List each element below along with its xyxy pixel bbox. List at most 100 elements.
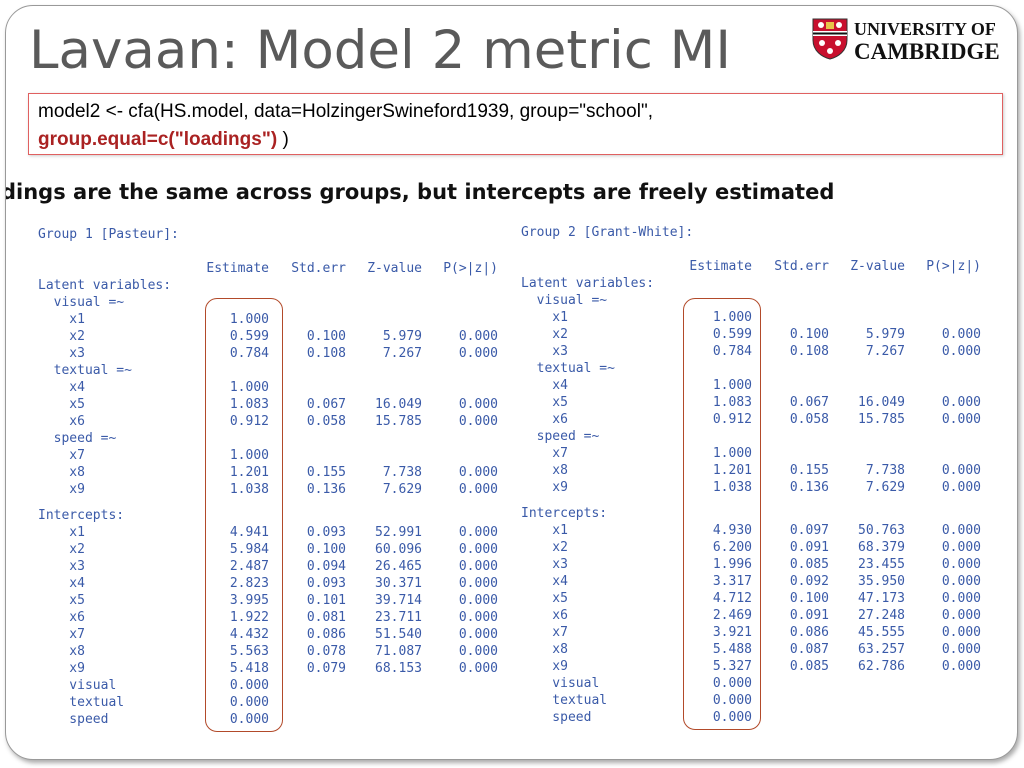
cell: 0.000: [941, 625, 981, 640]
row-label: x6: [38, 414, 85, 429]
table-row: x2 6.200 0.091 68.379 0.000: [521, 539, 981, 556]
code-tail: ): [277, 129, 289, 150]
logo-line: UNIVERSITY OF: [854, 19, 996, 39]
cell: 0.067: [789, 395, 829, 410]
cell: 16.049: [858, 395, 905, 410]
table-row: x1 4.941 0.093 52.991 0.000: [38, 524, 498, 541]
row-label: x2: [521, 540, 568, 555]
table-row: speed 0.000: [38, 711, 498, 728]
cell: 3.921: [712, 625, 752, 640]
cell: 26.465: [375, 559, 422, 574]
table-row: x8 1.201 0.155 7.738 0.000: [38, 464, 498, 481]
cell: 1.000: [229, 448, 269, 463]
table-row: x9 1.038 0.136 7.629 0.000: [521, 479, 981, 496]
cell: 0.599: [229, 329, 269, 344]
cell: 0.000: [458, 644, 498, 659]
row-label: textual: [38, 695, 125, 710]
row-label: x6: [38, 610, 85, 625]
cell: 1.000: [229, 312, 269, 327]
column-header: Z-value: [367, 261, 422, 276]
cell: 0.100: [789, 327, 829, 342]
group-title: Group 2 [Grant-White]:: [521, 225, 694, 240]
cell: 2.469: [712, 608, 752, 623]
table-row: x2 5.984 0.100 60.096 0.000: [38, 541, 498, 558]
cell: 51.540: [375, 627, 422, 642]
row-label: x2: [521, 327, 568, 342]
table-row: x3 0.784 0.108 7.267 0.000: [38, 345, 498, 362]
cell: 0.000: [941, 395, 981, 410]
cell: 0.078: [306, 644, 346, 659]
cell: 0.000: [941, 659, 981, 674]
cell: 3.317: [712, 574, 752, 589]
column-header: Std.err: [774, 259, 829, 274]
highlight-box: [683, 298, 761, 730]
cell: 0.100: [306, 329, 346, 344]
cell: 63.257: [858, 642, 905, 657]
row-label: x6: [521, 412, 568, 427]
row-label: x9: [38, 482, 85, 497]
cell: 0.000: [941, 523, 981, 538]
cell: 0.067: [306, 397, 346, 412]
cell: 68.379: [858, 540, 905, 555]
cell: 0.000: [458, 465, 498, 480]
table-row: visual 0.000: [38, 677, 498, 694]
cell: 3.995: [229, 593, 269, 608]
table-row: x2 0.599 0.100 5.979 0.000: [38, 328, 498, 345]
cell: 4.432: [229, 627, 269, 642]
cell: 0.108: [306, 346, 346, 361]
cell: 1.201: [229, 465, 269, 480]
column-header: P(>|z|): [926, 259, 981, 274]
cell: 0.097: [789, 523, 829, 538]
cell: 1.996: [712, 557, 752, 572]
row-label: visual =~: [521, 293, 608, 308]
table-row: x6 0.912 0.058 15.785 0.000: [521, 411, 981, 428]
cell: 0.000: [941, 591, 981, 606]
table-row: x1 4.930 0.097 50.763 0.000: [521, 522, 981, 539]
table-row: speed =~: [521, 428, 981, 445]
cell: 35.950: [858, 574, 905, 589]
cell: 0.079: [306, 661, 346, 676]
cell: 7.267: [865, 344, 905, 359]
row-label: x7: [521, 446, 568, 461]
row-label: x9: [521, 480, 568, 495]
cell: 7.267: [382, 346, 422, 361]
cell: 0.087: [789, 642, 829, 657]
table-row: x3 1.996 0.085 23.455 0.000: [521, 556, 981, 573]
table-row: x7 4.432 0.086 51.540 0.000: [38, 626, 498, 643]
spacer: [521, 258, 686, 275]
row-label: x1: [521, 310, 568, 325]
cell: 0.000: [941, 480, 981, 495]
cell: 0.085: [789, 659, 829, 674]
table-row: textual 0.000: [521, 692, 981, 709]
cell: 7.738: [865, 463, 905, 478]
column-header: P(>|z|): [443, 261, 498, 276]
table-row: x4 1.000: [38, 379, 498, 396]
row-label: speed: [521, 710, 592, 725]
cell: 0.000: [458, 346, 498, 361]
table-row: x9 1.038 0.136 7.629 0.000: [38, 481, 498, 498]
cell: 60.096: [375, 542, 422, 557]
cell: 2.487: [229, 559, 269, 574]
cell: 0.100: [789, 591, 829, 606]
cell: 68.153: [375, 661, 422, 676]
group-title: Group 1 [Pasteur]:: [38, 227, 179, 242]
cell: 0.092: [789, 574, 829, 589]
cell: 0.000: [458, 559, 498, 574]
cell: 0.091: [789, 608, 829, 623]
cell: 62.786: [858, 659, 905, 674]
row-label: x5: [521, 591, 568, 606]
column-header: Z-value: [850, 259, 905, 274]
row-label: x2: [38, 542, 85, 557]
cell: 1.000: [712, 310, 752, 325]
cell: 5.327: [712, 659, 752, 674]
cell: 0.094: [306, 559, 346, 574]
table-row: x1 1.000: [38, 311, 498, 328]
table-row: x4 3.317 0.092 35.950 0.000: [521, 573, 981, 590]
table-row: x5 1.083 0.067 16.049 0.000: [38, 396, 498, 413]
row-label: x3: [38, 346, 85, 361]
table-row: x7 3.921 0.086 45.555 0.000: [521, 624, 981, 641]
section-heading: Intercepts:: [521, 506, 608, 521]
row-label: x7: [521, 625, 568, 640]
cell: 50.763: [858, 523, 905, 538]
